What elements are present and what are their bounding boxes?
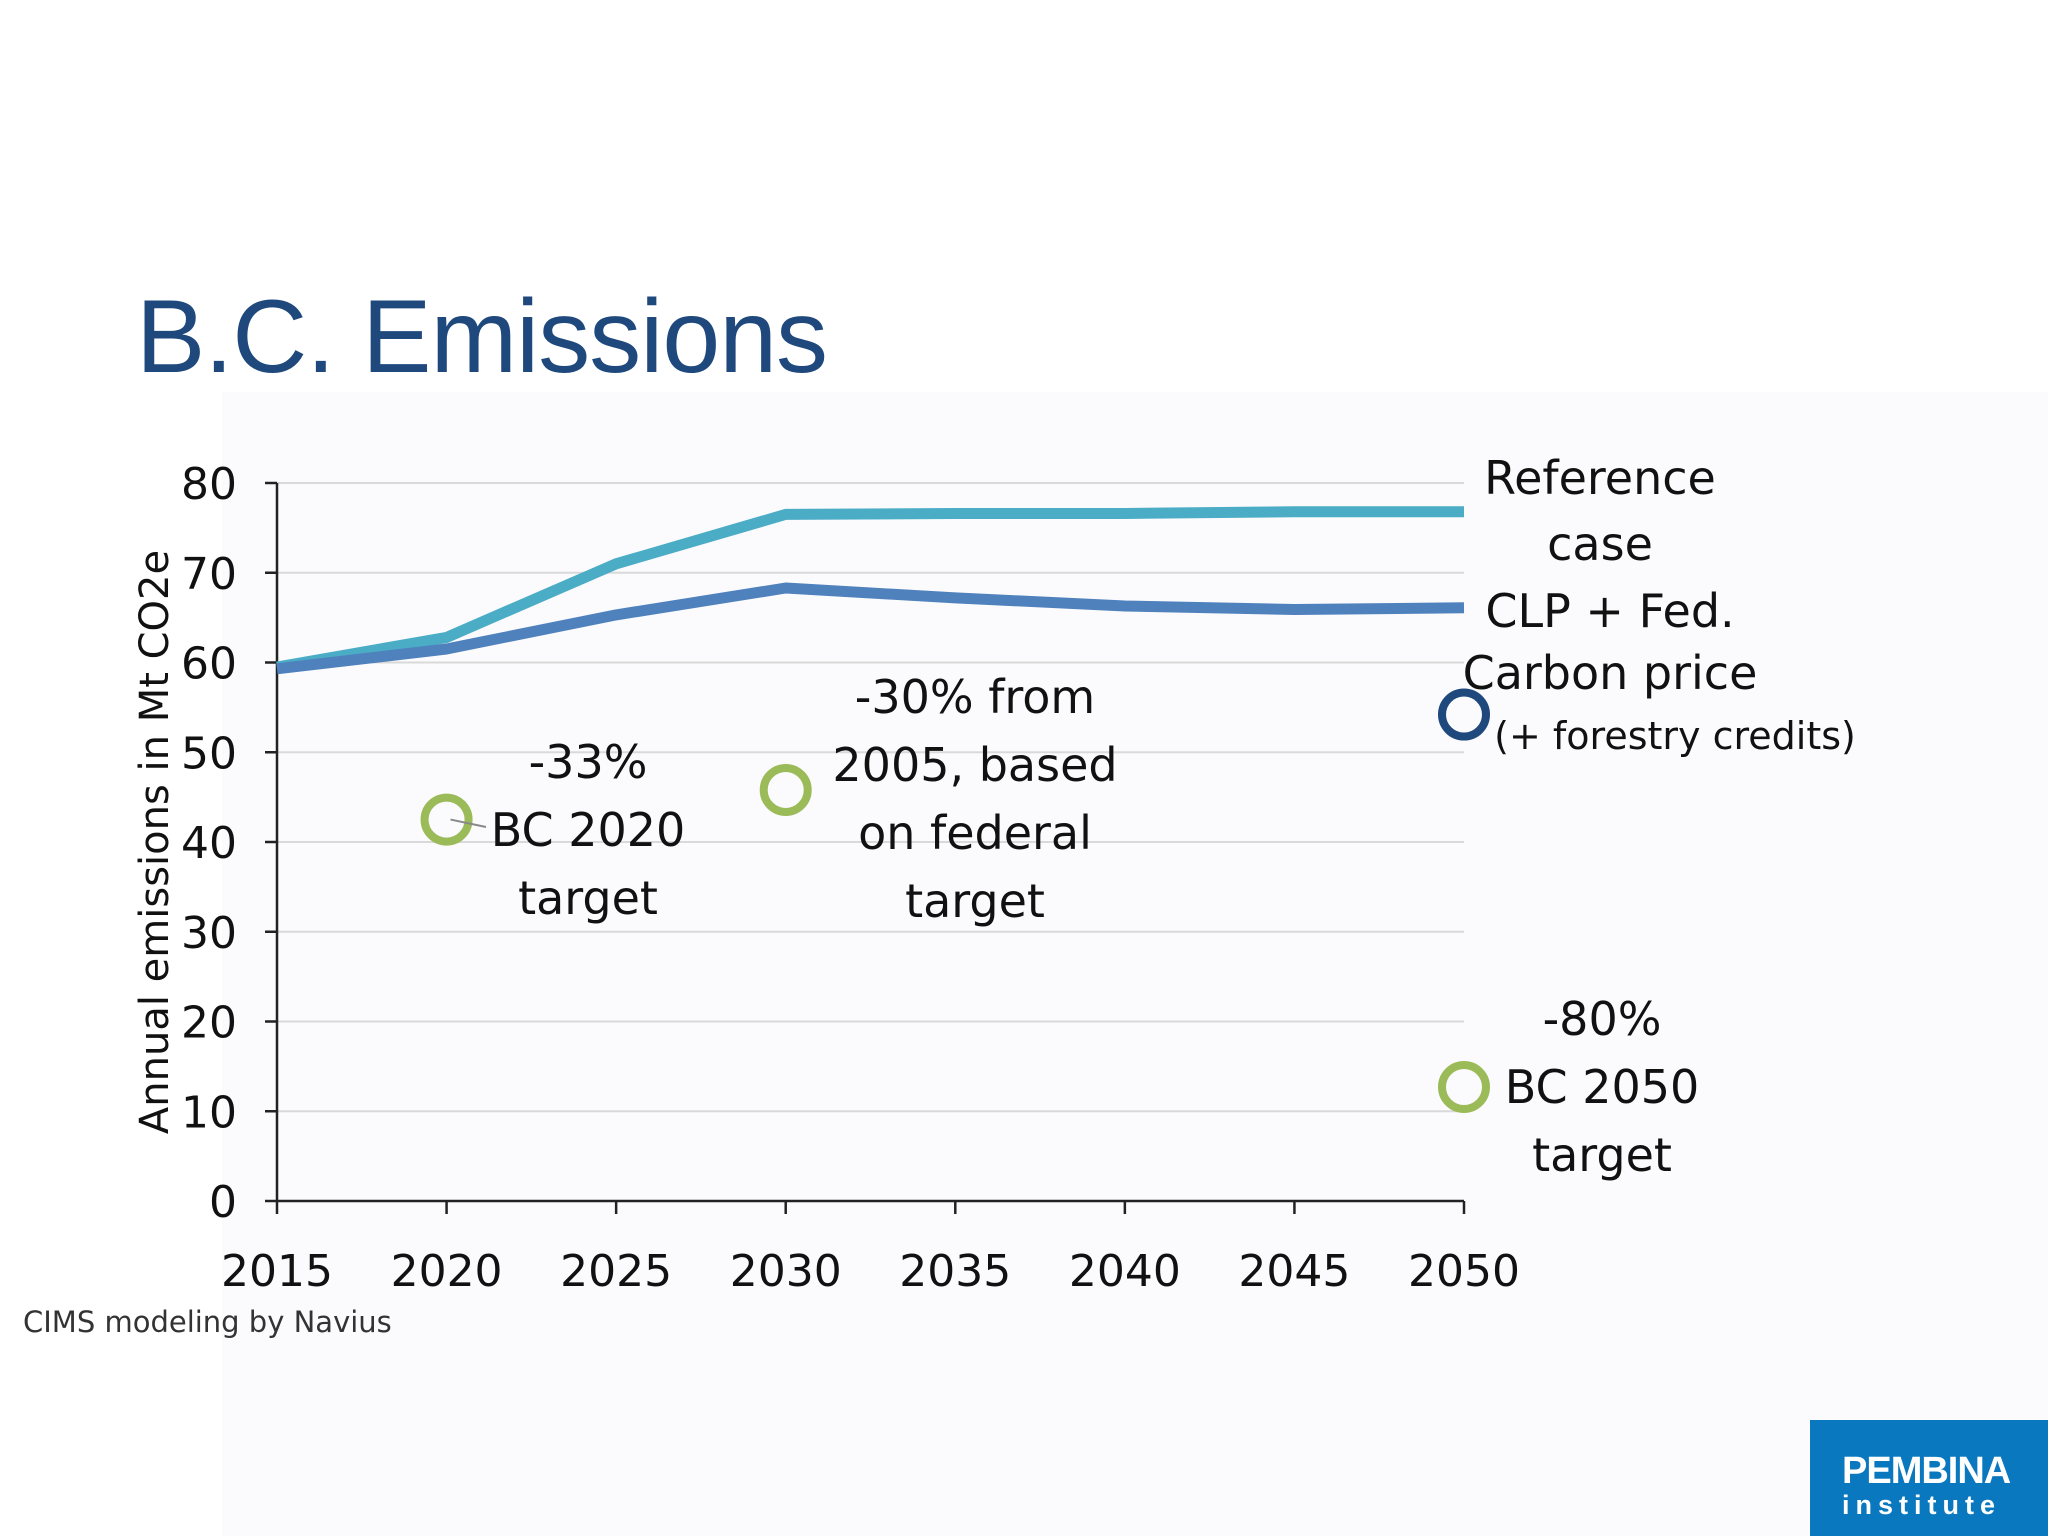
point-annotation: target xyxy=(1532,1128,1672,1182)
x-tick-label: 2050 xyxy=(1408,1246,1520,1297)
point-annotation: target xyxy=(905,874,1045,928)
y-tick-label: 80 xyxy=(181,459,237,510)
y-tick-label: 20 xyxy=(181,998,237,1049)
point-annotation: -30% from xyxy=(855,670,1096,724)
point-annotation: BC 2020 xyxy=(491,803,686,857)
series-line-2 xyxy=(276,582,1465,675)
chart-panel-background xyxy=(222,392,2048,1536)
y-tick-label: 60 xyxy=(181,639,237,690)
target-marker xyxy=(420,793,473,846)
point-annotation: on federal xyxy=(858,806,1092,860)
y-tick-label: 50 xyxy=(181,728,237,779)
series-line-1 xyxy=(276,506,1464,673)
y-tick-label: 70 xyxy=(181,549,237,600)
y-axis-title: Annual emissions in Mt CO2e xyxy=(132,550,178,1134)
y-tick-label: 40 xyxy=(181,818,237,869)
target-marker xyxy=(1438,1061,1490,1114)
series-label-1: Reference xyxy=(1484,451,1716,505)
logo-line-1: PEMBINA xyxy=(1842,1450,2011,1492)
slide-title: B.C. Emissions xyxy=(136,279,828,395)
x-tick-label: 2040 xyxy=(1069,1246,1181,1297)
y-tick-label: 10 xyxy=(181,1087,237,1138)
series-label-2: Carbon price xyxy=(1463,646,1758,700)
series-label-1: case xyxy=(1547,517,1653,571)
series-label-2: CLP + Fed. xyxy=(1485,584,1734,638)
y-tick-label: 30 xyxy=(181,908,237,959)
x-tick-label: 2045 xyxy=(1238,1246,1350,1297)
point-annotation: -33% xyxy=(529,735,648,789)
y-tick-label: 0 xyxy=(209,1177,237,1228)
point-annotation: target xyxy=(518,871,658,925)
point-annotation: -80% xyxy=(1543,992,1662,1046)
source-note: CIMS modeling by Navius xyxy=(23,1305,392,1339)
point-annotation: 2005, based xyxy=(832,738,1117,792)
target-marker xyxy=(1438,688,1490,741)
point-annotation: BC 2050 xyxy=(1505,1060,1700,1114)
x-tick-label: 2020 xyxy=(391,1246,503,1297)
target-marker xyxy=(759,763,812,816)
leader-line xyxy=(450,818,487,828)
x-tick-label: 2035 xyxy=(899,1246,1011,1297)
x-tick-label: 2015 xyxy=(221,1246,333,1297)
x-tick-label: 2025 xyxy=(560,1246,672,1297)
point-annotation: (+ forestry credits) xyxy=(1494,714,1856,758)
x-tick-label: 2030 xyxy=(730,1246,842,1297)
logo-line-2: institute xyxy=(1842,1490,2001,1520)
pembina-logo: PEMBINA institute xyxy=(1810,1420,2048,1536)
